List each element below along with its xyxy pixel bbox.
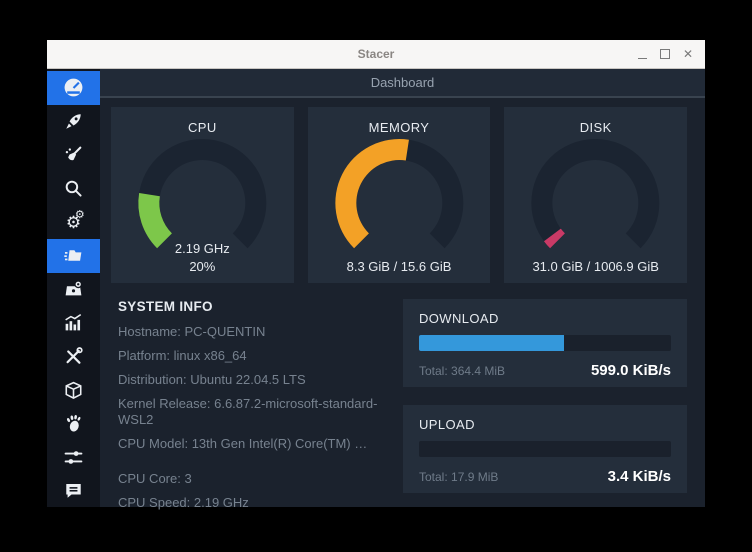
startup-apps-icon bbox=[66, 114, 81, 129]
system-info-line: CPU Core: 3 bbox=[118, 471, 192, 486]
sidebar-item-uninstaller[interactable] bbox=[47, 273, 100, 307]
main-content: Dashboard CPU 2.19 GHz 20% MEMORY 8.3 Gi bbox=[100, 69, 705, 510]
upload-title: UPLOAD bbox=[419, 417, 475, 432]
system-info-line: Platform: linux x86_64 bbox=[118, 348, 247, 363]
gauges-row: CPU 2.19 GHz 20% MEMORY 8.3 GiB / 15.6 G… bbox=[111, 107, 688, 283]
system-info-line: CPU Speed: 2.19 GHz bbox=[118, 495, 249, 510]
cpu-card-title: CPU bbox=[188, 120, 217, 135]
page-title: Dashboard bbox=[370, 75, 435, 90]
processes-icon bbox=[64, 250, 82, 262]
disk-card-title: DISK bbox=[579, 120, 612, 135]
disk-card: DISK 31.0 GiB / 1006.9 GiB bbox=[504, 107, 688, 283]
download-progress-fill bbox=[419, 335, 564, 351]
sidebar: ⚙ ⚙ bbox=[47, 69, 100, 507]
upload-footer: Total: 17.9 MiB 3.4 KiB/s bbox=[419, 468, 671, 485]
upload-card: UPLOAD Total: 17.9 MiB 3.4 KiB/s bbox=[403, 405, 687, 493]
memory-values: 8.3 GiB / 15.6 GiB bbox=[308, 258, 491, 276]
upload-speed: 3.4 KiB/s bbox=[607, 468, 671, 485]
titlebar: Stacer ✕ bbox=[47, 40, 705, 69]
cpu-values: 2.19 GHz 20% bbox=[111, 240, 294, 276]
disk-values: 31.0 GiB / 1006.9 GiB bbox=[504, 258, 687, 276]
sidebar-item-feedback[interactable] bbox=[47, 474, 100, 508]
download-card: DOWNLOAD Total: 364.4 MiB 599.0 KiB/s bbox=[403, 299, 687, 387]
feedback-icon bbox=[66, 484, 81, 499]
upload-total: Total: 17.9 MiB bbox=[419, 470, 499, 484]
sidebar-item-processes[interactable] bbox=[47, 238, 100, 273]
sidebar-item-helpers[interactable] bbox=[47, 340, 100, 374]
cpu-gauge bbox=[138, 138, 267, 249]
upload-progress-bar bbox=[419, 441, 671, 457]
uninstaller-icon bbox=[65, 280, 83, 296]
cpu-percent-value: 20% bbox=[189, 259, 216, 274]
minimize-button[interactable] bbox=[637, 49, 647, 59]
helpers-icon bbox=[66, 347, 83, 364]
system-info-line: Hostname: PC-QUENTIN bbox=[118, 324, 266, 339]
services-icon: ⚙ ⚙ bbox=[65, 208, 85, 232]
download-speed: 599.0 KiB/s bbox=[590, 362, 671, 379]
cpu-frequency-value: 2.19 GHz bbox=[174, 241, 230, 256]
close-button[interactable]: ✕ bbox=[682, 46, 693, 61]
package-icon bbox=[65, 381, 82, 399]
sidebar-item-apt-repository[interactable] bbox=[47, 373, 100, 407]
window-controls: ✕ bbox=[637, 46, 705, 61]
download-progress-bar bbox=[419, 335, 671, 351]
dashboard-icon bbox=[64, 78, 83, 97]
window-body: ⚙ ⚙ bbox=[47, 69, 705, 510]
download-total: Total: 364.4 MiB bbox=[419, 364, 506, 378]
system-info-line: Distribution: Ubuntu 22.04.5 LTS bbox=[118, 372, 306, 387]
memory-gauge bbox=[335, 138, 464, 249]
sidebar-item-startup-apps[interactable] bbox=[47, 105, 100, 139]
system-info-title: SYSTEM INFO bbox=[118, 299, 213, 314]
sidebar-item-dashboard[interactable] bbox=[47, 71, 100, 105]
sliders-icon bbox=[64, 451, 83, 464]
gnome-foot-icon bbox=[67, 415, 81, 432]
disk-usage-value: 31.0 GiB / 1006.9 GiB bbox=[532, 259, 659, 274]
sidebar-item-search[interactable] bbox=[47, 172, 100, 206]
search-icon bbox=[65, 180, 82, 197]
memory-card: MEMORY 8.3 GiB / 15.6 GiB bbox=[307, 107, 491, 283]
sidebar-item-settings[interactable] bbox=[47, 441, 100, 475]
maximize-button[interactable] bbox=[659, 49, 670, 59]
sidebar-item-services[interactable]: ⚙ ⚙ bbox=[47, 205, 100, 239]
resources-icon bbox=[65, 314, 82, 331]
system-info-lines: Hostname: PC-QUENTIN Platform: linux x86_… bbox=[118, 324, 395, 511]
sidebar-item-resources[interactable] bbox=[47, 306, 100, 340]
cpu-card: CPU 2.19 GHz 20% bbox=[111, 107, 294, 283]
system-info-panel: SYSTEM INFO Hostname: PC-QUENTIN Platform… bbox=[118, 299, 395, 510]
memory-usage-value: 8.3 GiB / 15.6 GiB bbox=[346, 259, 452, 274]
system-cleaner-icon bbox=[65, 147, 82, 161]
bottom-row: SYSTEM INFO Hostname: PC-QUENTIN Platform… bbox=[118, 299, 687, 510]
sidebar-item-gnome-settings[interactable] bbox=[47, 407, 100, 441]
network-panel: DOWNLOAD Total: 364.4 MiB 599.0 KiB/s UP… bbox=[403, 299, 687, 507]
page-header: Dashboard bbox=[100, 69, 705, 98]
window-title: Stacer bbox=[357, 47, 395, 61]
disk-gauge bbox=[531, 138, 660, 249]
download-title: DOWNLOAD bbox=[419, 311, 499, 326]
system-info-line: Kernel Release: 6.6.87.2-microsoft-stand… bbox=[118, 396, 378, 427]
download-footer: Total: 364.4 MiB 599.0 KiB/s bbox=[419, 362, 671, 379]
stacer-window: Stacer ✕ bbox=[47, 40, 705, 510]
system-info-line: CPU Model: 13th Gen Intel(R) Core(TM) … bbox=[118, 436, 368, 451]
memory-card-title: MEMORY bbox=[368, 120, 430, 135]
sidebar-item-system-cleaner[interactable] bbox=[47, 138, 100, 172]
